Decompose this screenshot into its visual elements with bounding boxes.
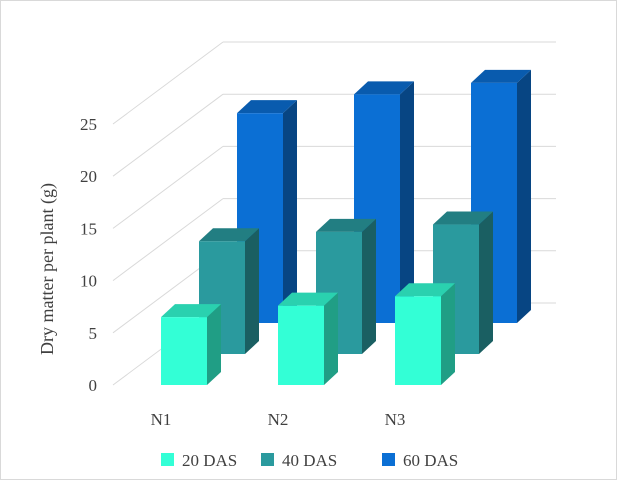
bar-top — [316, 218, 376, 232]
bar — [354, 81, 414, 323]
bar-front — [395, 296, 441, 385]
x-category-label: N3 — [385, 410, 406, 429]
grid-line-diagonal — [112, 145, 224, 229]
legend-item: 40 DAS — [261, 451, 337, 470]
legend-swatch — [261, 453, 274, 466]
bars — [161, 69, 531, 385]
grid-line-diagonal — [112, 41, 224, 125]
bar-side — [441, 283, 455, 385]
bar-top — [237, 100, 297, 114]
y-tick-label: 20 — [80, 167, 97, 186]
bar-side — [517, 69, 531, 323]
bar-top — [199, 228, 259, 242]
bar — [278, 292, 338, 385]
legend-label: 60 DAS — [403, 451, 458, 470]
y-tick-label: 10 — [80, 272, 97, 291]
y-ticks: 0 5 10 15 20 25 — [80, 115, 97, 395]
x-categories: N1 N2 N3 — [151, 410, 406, 429]
bar-side — [362, 218, 376, 354]
y-tick-label: 0 — [89, 376, 98, 395]
y-tick-label: 25 — [80, 115, 97, 134]
bar-front — [161, 317, 207, 385]
bar-side — [245, 228, 259, 354]
bar-side — [400, 81, 414, 323]
bar — [161, 304, 221, 385]
bar-top — [433, 211, 493, 225]
bar-top — [161, 304, 221, 318]
bar-side — [207, 304, 221, 385]
legend-label: 40 DAS — [282, 451, 337, 470]
x-category-label: N1 — [151, 410, 172, 429]
legend-swatch — [161, 453, 174, 466]
y-tick-label: 15 — [80, 219, 97, 238]
bar-side — [324, 292, 338, 385]
legend-item: 20 DAS — [161, 451, 237, 470]
bar-top — [354, 81, 414, 95]
bar-front — [278, 305, 324, 385]
bar-side — [479, 211, 493, 354]
legend: 20 DAS 40 DAS 60 DAS — [161, 451, 458, 470]
bar-side — [283, 100, 297, 323]
bar — [395, 283, 455, 385]
y-axis-label: Dry matter per plant (g) — [37, 183, 58, 355]
legend-swatch — [382, 453, 395, 466]
x-category-label: N2 — [268, 410, 289, 429]
legend-label: 20 DAS — [182, 451, 237, 470]
bar — [199, 228, 259, 354]
bar-top — [278, 292, 338, 306]
bar-top — [471, 69, 531, 83]
bar-top — [395, 283, 455, 297]
grid-line-diagonal — [112, 93, 224, 177]
legend-item: 60 DAS — [382, 451, 458, 470]
y-tick-label: 5 — [89, 324, 98, 343]
grid-line-diagonal — [112, 198, 224, 282]
